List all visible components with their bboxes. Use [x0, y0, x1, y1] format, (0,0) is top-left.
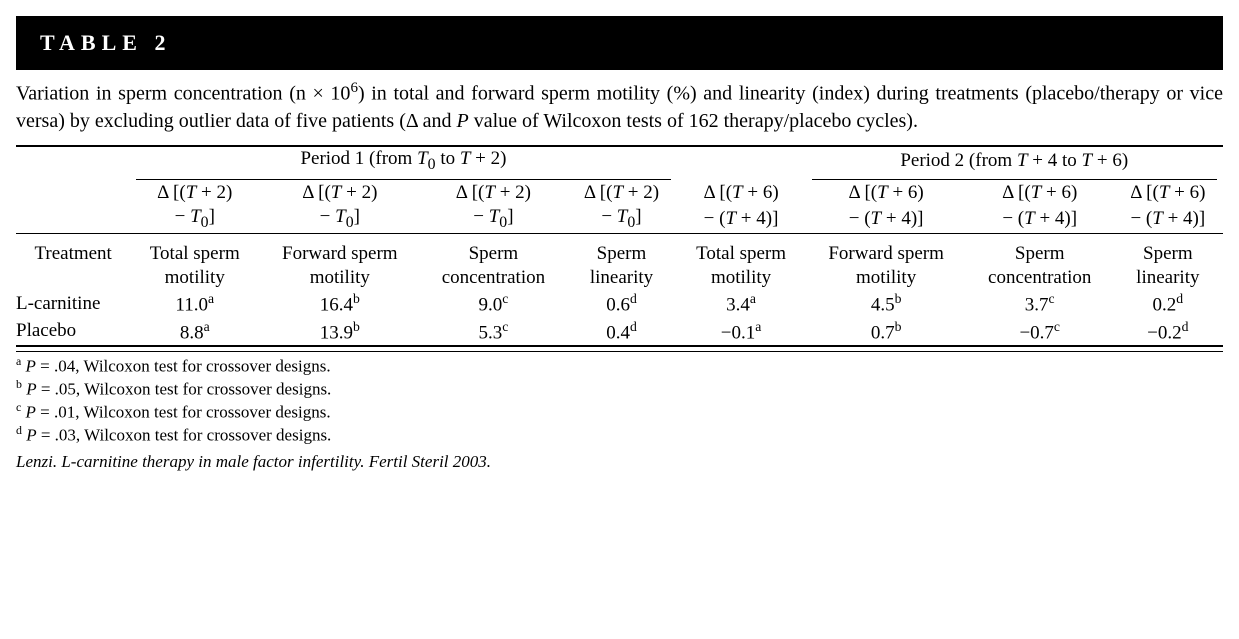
- table-caption: Variation in sperm concentration (n × 10…: [16, 78, 1223, 135]
- cell: −0.7c: [967, 318, 1113, 346]
- period1-heading: Period 1 (from T0 to T + 2): [130, 146, 676, 175]
- delta-col-5-l2: − (T + 4)]: [677, 205, 806, 233]
- colhdr-1-l1: Total sperm: [130, 242, 259, 266]
- colhdr-7-l1: Sperm: [967, 242, 1113, 266]
- table-row: Placebo 8.8a 13.9b 5.3c 0.4d −0.1a 0.7b …: [16, 318, 1223, 346]
- period2-rule: [812, 175, 1218, 180]
- caption-ital-P: P: [457, 110, 469, 132]
- footnote-a: a P = .04, Wilcoxon test for crossover d…: [16, 354, 1223, 377]
- caption-text-1: Variation in sperm concentration (n × 10: [16, 83, 350, 105]
- colhdr-6-l1: Forward sperm: [806, 242, 967, 266]
- footnote-b: b P = .05, Wilcoxon test for crossover d…: [16, 377, 1223, 400]
- table-figure: TABLE 2 Variation in sperm concentration…: [16, 16, 1223, 472]
- caption-text-3: value of Wilcoxon tests of 162 therapy/p…: [469, 110, 918, 132]
- delta-col-8-l2: − (T + 4)]: [1113, 205, 1223, 233]
- data-table: Period 1 (from T0 to T + 2) Period 2 (fr…: [16, 145, 1223, 347]
- delta-col-8-l1: Δ [(T + 6): [1113, 181, 1223, 205]
- colhdr-4-l1: Sperm: [566, 242, 676, 266]
- source-line: Lenzi. L-carnitine therapy in male facto…: [16, 452, 1223, 472]
- period1-rule: [136, 175, 670, 180]
- cell: −0.2d: [1113, 318, 1223, 346]
- colhdr-5-l1: Total sperm: [677, 242, 806, 266]
- colhdr-3-l1: Sperm: [420, 242, 566, 266]
- cell: 0.2d: [1113, 290, 1223, 317]
- cell: 0.7b: [806, 318, 967, 346]
- cell: 13.9b: [259, 318, 420, 346]
- colhdr-4-l2: linearity: [566, 266, 676, 290]
- row-label-placebo: Placebo: [16, 318, 130, 346]
- cell: 0.4d: [566, 318, 676, 346]
- delta-col-7-l2: − (T + 4)]: [967, 205, 1113, 233]
- cell: 3.4a: [677, 290, 806, 317]
- delta-col-7-l1: Δ [(T + 6): [967, 181, 1113, 205]
- colhdr-3-l2: concentration: [420, 266, 566, 290]
- delta-col-4-l2: − T0]: [566, 205, 676, 233]
- colhdr-6-l2: motility: [806, 266, 967, 290]
- delta-col-6-l2: − (T + 4)]: [806, 205, 967, 233]
- footnote-d: d P = .03, Wilcoxon test for crossover d…: [16, 423, 1223, 446]
- footnotes: a P = .04, Wilcoxon test for crossover d…: [16, 351, 1223, 446]
- table-title-bar: TABLE 2: [16, 16, 1223, 70]
- cell: 16.4b: [259, 290, 420, 317]
- cell: 8.8a: [130, 318, 259, 346]
- cell: −0.1a: [677, 318, 806, 346]
- colhdr-2-l2: motility: [259, 266, 420, 290]
- period2-heading: Period 2 (from T + 4 to T + 6): [806, 146, 1224, 175]
- delta-col-4-l1: Δ [(T + 2): [566, 181, 676, 205]
- cell: 0.6d: [566, 290, 676, 317]
- table-row: L-carnitine 11.0a 16.4b 9.0c 0.6d 3.4a 4…: [16, 290, 1223, 317]
- delta-col-2-l1: Δ [(T + 2): [259, 181, 420, 205]
- cell: 5.3c: [420, 318, 566, 346]
- cell: 9.0c: [420, 290, 566, 317]
- delta-col-3-l1: Δ [(T + 2): [420, 181, 566, 205]
- colhdr-2-l1: Forward sperm: [259, 242, 420, 266]
- treatment-heading: Treatment: [16, 242, 130, 266]
- colhdr-8-l2: linearity: [1113, 266, 1223, 290]
- caption-sup: 6: [350, 80, 358, 96]
- delta-col-1-l2: − T0]: [130, 205, 259, 233]
- cell: 4.5b: [806, 290, 967, 317]
- row-label-lcarnitine: L-carnitine: [16, 290, 130, 317]
- colhdr-1-l2: motility: [130, 266, 259, 290]
- cell: 3.7c: [967, 290, 1113, 317]
- colhdr-8-l1: Sperm: [1113, 242, 1223, 266]
- delta-col-6-l1: Δ [(T + 6): [806, 181, 967, 205]
- delta-col-3-l2: − T0]: [420, 205, 566, 233]
- cell: 11.0a: [130, 290, 259, 317]
- delta-col-5-l1: Δ [(T + 6): [677, 181, 806, 205]
- footnote-c: c P = .01, Wilcoxon test for crossover d…: [16, 400, 1223, 423]
- colhdr-5-l2: motility: [677, 266, 806, 290]
- delta-col-2-l2: − T0]: [259, 205, 420, 233]
- colhdr-7-l2: concentration: [967, 266, 1113, 290]
- delta-col-1-l1: Δ [(T + 2): [130, 181, 259, 205]
